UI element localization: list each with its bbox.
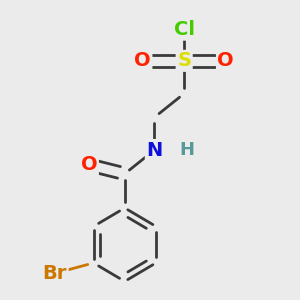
- Text: O: O: [81, 155, 98, 174]
- Text: Cl: Cl: [174, 20, 195, 39]
- Text: H: H: [180, 141, 195, 159]
- Text: O: O: [218, 51, 234, 70]
- Text: N: N: [146, 140, 163, 160]
- Text: S: S: [177, 51, 191, 70]
- Text: Br: Br: [43, 264, 67, 283]
- Text: O: O: [134, 51, 151, 70]
